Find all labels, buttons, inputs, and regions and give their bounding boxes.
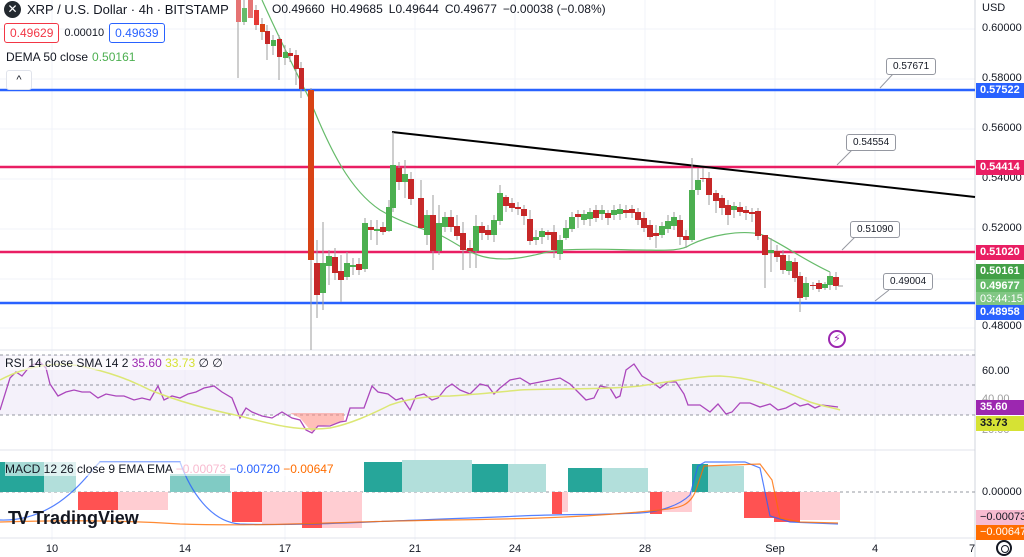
tradingview-logo-text: TradingView xyxy=(33,508,139,528)
symbol-legend[interactable]: ✕ XRP / U.S. Dollar · 4h · BITSTAMP xyxy=(4,1,229,18)
macd-label: MACD 12 26 close 9 EMA EMA xyxy=(5,462,173,476)
price-callout[interactable]: 0.57671 xyxy=(886,58,937,75)
price-tick: 0.58000 xyxy=(982,72,1022,84)
time-tick: 28 xyxy=(638,543,652,555)
rsi-value: 35.60 xyxy=(131,356,162,370)
rsi-legend[interactable]: RSI 14 close SMA 14 2 35.60 33.73 ∅ ∅ xyxy=(5,356,223,370)
collapse-legend-button[interactable]: ^ xyxy=(6,70,32,90)
macd-legend[interactable]: MACD 12 26 close 9 EMA EMA −0.00073 −0.0… xyxy=(5,462,334,476)
spread-value: 0.00010 xyxy=(64,27,105,39)
rsi-sma-value: 33.73 xyxy=(165,356,196,370)
time-tick: 21 xyxy=(408,543,422,555)
time-tick: 10 xyxy=(45,543,59,555)
rsi-line xyxy=(0,361,839,434)
price-tick: 0.56000 xyxy=(982,122,1022,134)
rsi-sma-tag: 33.73 xyxy=(976,416,1024,431)
time-tick: 4 xyxy=(871,543,879,555)
rsi-extra: ∅ ∅ xyxy=(198,356,223,370)
time-tick: 24 xyxy=(508,543,522,555)
sell-button[interactable]: 0.49629 xyxy=(4,23,60,43)
rsi-label: RSI 14 close SMA 14 2 xyxy=(5,356,129,370)
candle-countdown: 03:44:15 xyxy=(976,292,1024,307)
symbol-title: XRP / U.S. Dollar · 4h · BITSTAMP xyxy=(27,2,229,17)
x-logo-icon: ✕ xyxy=(4,1,21,18)
time-tick: 17 xyxy=(278,543,292,555)
macd-hist-tag: −0.00073 xyxy=(976,510,1024,525)
ohlc-change: −0.00038 (−0.08%) xyxy=(502,2,606,16)
price-tag-dema: 0.50161 xyxy=(976,264,1024,279)
macd-signal-value: −0.00647 xyxy=(283,462,334,476)
settings-gear-icon[interactable] xyxy=(996,540,1012,556)
time-tick: Sep xyxy=(765,543,785,555)
ohlc-high: H0.49685 xyxy=(330,2,383,16)
price-tag-support-1: 0.51020 xyxy=(976,245,1024,260)
price-callout[interactable]: 0.51090 xyxy=(850,221,901,238)
time-tick: 7 xyxy=(968,543,976,555)
price-tag-support-2: 0.48958 xyxy=(976,305,1024,320)
chevron-up-icon: ^ xyxy=(16,74,22,86)
price-tick: 0.52000 xyxy=(982,222,1022,234)
macd-signal-tag: −0.00647 xyxy=(976,525,1024,540)
price-tick: 0.60000 xyxy=(982,22,1022,34)
dema-line xyxy=(261,0,831,273)
trade-buttons: 0.49629 0.00010 0.49639 xyxy=(4,23,165,43)
trend-line[interactable] xyxy=(391,131,976,198)
rsi-sma-line xyxy=(0,363,841,430)
price-tag-resistance-1: 0.57522 xyxy=(976,83,1024,98)
dema-value: 0.50161 xyxy=(92,50,136,64)
tradingview-logo[interactable]: TV TradingView xyxy=(8,508,139,529)
signal-line xyxy=(0,463,839,526)
rsi-oversold-fill xyxy=(290,413,344,432)
dema-legend[interactable]: DEMA 50 close 0.50161 xyxy=(6,50,135,64)
price-tag-last: 0.49677 xyxy=(976,279,1024,294)
price-callout[interactable]: 0.54554 xyxy=(846,134,897,151)
price-tag-resistance-2: 0.54414 xyxy=(976,160,1024,175)
time-tick: 14 xyxy=(178,543,192,555)
dema-label: DEMA 50 close xyxy=(6,50,89,64)
price-tick: 0.54000 xyxy=(982,172,1022,184)
ohlc-open: O0.49660 xyxy=(272,2,325,16)
ohlc-values: O0.49660 H0.49685 L0.49644 C0.49677 −0.0… xyxy=(272,2,606,16)
lightning-icon[interactable]: ⚡ xyxy=(828,330,846,348)
rsi-tick: 60.00 xyxy=(982,365,1010,377)
ohlc-close: C0.49677 xyxy=(444,2,497,16)
tradingview-mark-icon: TV xyxy=(8,508,29,528)
currency-selector[interactable]: USD xyxy=(982,2,1006,14)
callout-pointers xyxy=(836,73,894,302)
rsi-tag: 35.60 xyxy=(976,400,1024,415)
macd-value: −0.00720 xyxy=(229,462,280,476)
macd-tick: 0.00000 xyxy=(982,486,1022,498)
ohlc-low: L0.49644 xyxy=(388,2,439,16)
macd-hist-value: −0.00073 xyxy=(175,462,227,476)
price-callout[interactable]: 0.49004 xyxy=(883,273,934,290)
buy-button[interactable]: 0.49639 xyxy=(109,23,165,43)
grid xyxy=(0,0,975,540)
price-tick: 0.48000 xyxy=(982,320,1022,332)
candles xyxy=(236,0,843,350)
